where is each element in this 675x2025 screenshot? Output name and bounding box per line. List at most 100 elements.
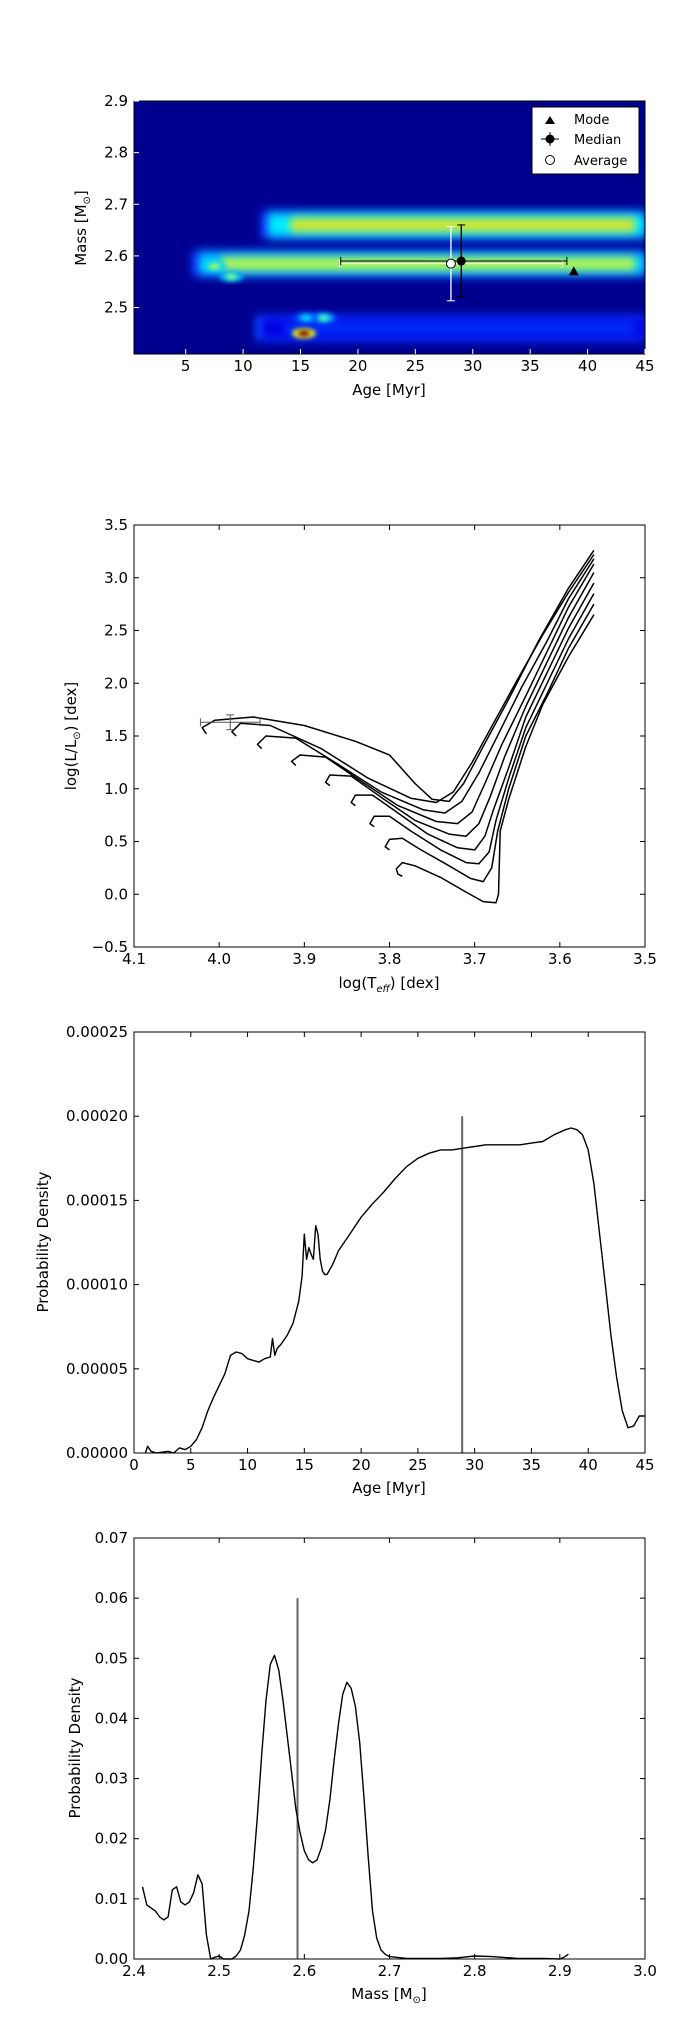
legend-average-label: Average	[574, 154, 627, 169]
x-tick-label: 2.5	[207, 1962, 231, 1980]
x-tick-label: 25	[408, 1456, 427, 1474]
x-tick-label: 30	[465, 1456, 484, 1474]
isochrone-6	[290, 563, 595, 825]
y-tick-label: 1.5	[104, 727, 128, 745]
hr-star-errorbar	[199, 714, 261, 731]
legend-median-marker	[541, 132, 559, 146]
x-tick-label: 4.1	[122, 950, 146, 968]
x-tick-label: 15	[295, 1456, 314, 1474]
x-tick-label: 4.0	[207, 950, 231, 968]
y-tick-label: 0.00025	[66, 1023, 128, 1041]
density-hotspot	[225, 273, 238, 280]
x-tick-label: 40	[579, 1456, 598, 1474]
isochrone-9	[201, 549, 595, 803]
y-tick-label: 0.03	[95, 1770, 128, 1788]
density-hotspot	[300, 314, 313, 321]
x-tick-label: 2.9	[548, 1962, 572, 1980]
heatmap-xlabel: Age [Myr]	[352, 381, 425, 399]
x-tick-label: 3.0	[633, 1962, 657, 1980]
isochrone-3	[369, 593, 595, 865]
x-tick-label: 3.5	[633, 950, 657, 968]
density-hotspot	[317, 314, 330, 321]
y-tick-label: 0.00010	[66, 1276, 128, 1294]
pdf-curve	[141, 1654, 569, 1960]
y-tick-label: 2.7	[104, 195, 128, 213]
x-tick-label: 3.9	[292, 950, 316, 968]
x-tick-label: 2.4	[122, 1962, 146, 1980]
heatmap-frame	[133, 100, 646, 355]
y-tick-label: 0.0	[104, 885, 128, 903]
density-band-core	[284, 323, 635, 334]
isochrone-4	[350, 582, 595, 851]
median-point	[456, 256, 466, 266]
y-tick-label: 3.0	[104, 569, 128, 587]
x-tick-label: 2.6	[292, 1962, 316, 1980]
mass-pdf: 2.4 2.5 2.6 2.7 2.8 2.9 3.0 0.00 0.01 0.02 0.03 0.0…	[66, 1529, 657, 2006]
hr-ticks: 4.1 4.0 3.9 3.8 3.7 3.6 3.5 −0.5 0.0 0.5 1.0 1.5 2.0…	[92, 516, 657, 968]
age-pdf-ylabel: Probability Density	[34, 1171, 52, 1312]
density-hotspot	[297, 330, 310, 337]
y-tick-label: 0.00000	[66, 1444, 128, 1462]
heatmap-ticks: 5 10 15 20 25 30 35 40 45 2.5 2.6 2.7 2.8 2.9	[104, 92, 654, 375]
x-tick-label: 45	[635, 1456, 654, 1474]
y-tick-label: 0.05	[95, 1649, 128, 1667]
y-tick-label: 1.0	[104, 780, 128, 798]
x-tick-label: 20	[348, 357, 367, 375]
hr-isochrones	[201, 549, 595, 904]
density-hotspot	[208, 263, 221, 270]
y-tick-label: 2.8	[104, 144, 128, 162]
y-tick-label: 0.07	[95, 1529, 128, 1547]
x-tick-label: 35	[521, 357, 540, 375]
x-tick-label: 45	[635, 357, 654, 375]
x-tick-label: 2.7	[378, 1962, 402, 1980]
y-tick-label: 0.5	[104, 833, 128, 851]
mass-pdf-ylabel: Probability Density	[66, 1677, 84, 1818]
mass-pdf-ticks: 2.4 2.5 2.6 2.7 2.8 2.9 3.0 0.00 0.01 0.02 0.03 0.0…	[95, 1529, 657, 1980]
y-tick-label: 0.04	[95, 1709, 128, 1727]
x-tick-label: 0	[129, 1456, 139, 1474]
x-tick-label: 5	[181, 357, 191, 375]
hr-xlabel: log(Teff) [dex]	[339, 974, 440, 995]
isochrone-2	[384, 603, 595, 883]
hr-diagram: 4.1 4.0 3.9 3.8 3.7 3.6 3.5 −0.5 0.0 0.5 1.0 1.5 2.0…	[62, 516, 657, 995]
isochrone-7	[256, 558, 595, 814]
y-tick-label: 0.06	[95, 1589, 128, 1607]
legend-median-label: Median	[574, 133, 621, 148]
heatmap-ylabel: Mass [M⊙]	[72, 190, 93, 266]
age-pdf-frame	[133, 1031, 646, 1454]
x-tick-label: 25	[406, 357, 425, 375]
x-tick-label: 3.8	[378, 950, 402, 968]
y-tick-label: 0.00005	[66, 1360, 128, 1378]
mass-age-heatmap: 5 10 15 20 25 30 35 40 45 2.5 2.6 2.7 2.8 2.9 Age [My…	[72, 92, 655, 399]
y-tick-label: −0.5	[92, 938, 128, 956]
x-tick-label: 40	[578, 357, 597, 375]
heatmap-points	[445, 256, 579, 276]
x-tick-label: 2.8	[463, 1962, 487, 1980]
x-tick-label: 35	[522, 1456, 541, 1474]
y-tick-label: 2.9	[104, 92, 128, 110]
x-tick-label: 3.6	[548, 950, 572, 968]
x-tick-label: 30	[463, 357, 482, 375]
pdf-curve	[144, 1127, 645, 1454]
age-pdf-ticks: 0 5 10 15 20 25 30 35 40 45 0.00000 0.00005 0.00010 0…	[66, 1023, 655, 1474]
y-tick-label: 0.02	[95, 1830, 128, 1848]
mass-pdf-xlabel: Mass [M⊙]	[351, 1985, 427, 2006]
x-tick-label: 3.7	[463, 950, 487, 968]
y-tick-label: 2.6	[104, 247, 128, 265]
x-tick-label: 5	[186, 1456, 196, 1474]
y-tick-label: 2.5	[104, 299, 128, 317]
legend-average-marker	[545, 155, 555, 165]
y-tick-label: 0.00020	[66, 1107, 128, 1125]
age-pdf-curve	[144, 1116, 645, 1454]
y-tick-label: 2.0	[104, 674, 128, 692]
isochrone-5	[324, 572, 595, 837]
y-tick-label: 2.5	[104, 622, 128, 640]
average-point	[445, 258, 456, 269]
hr-ylabel: log(L/L⊙) [dex]	[62, 682, 83, 791]
mass-pdf-curve	[141, 1598, 569, 1960]
x-tick-label: 20	[352, 1456, 371, 1474]
age-pdf-xlabel: Age [Myr]	[352, 1479, 425, 1497]
x-tick-label: 15	[291, 357, 310, 375]
mass-pdf-frame	[133, 1537, 646, 1960]
